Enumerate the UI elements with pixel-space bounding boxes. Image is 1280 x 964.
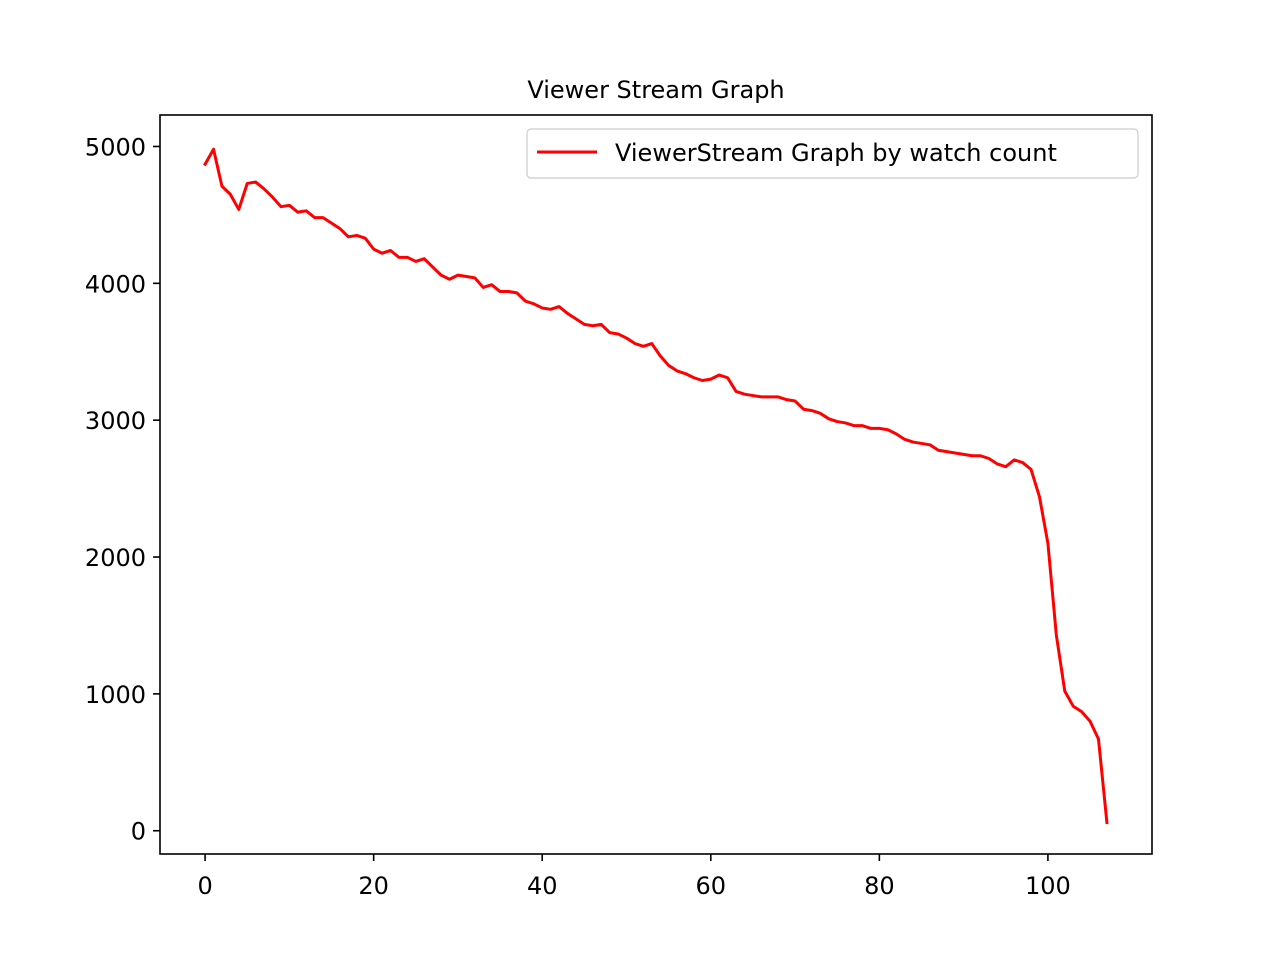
y-tick-label: 5000 xyxy=(85,133,146,161)
x-tick-label: 0 xyxy=(197,872,212,900)
y-tick-label: 0 xyxy=(131,818,146,846)
legend-label: ViewerStream Graph by watch count xyxy=(615,139,1057,167)
x-tick-label: 60 xyxy=(696,872,727,900)
legend-box xyxy=(526,128,1139,179)
y-tick-label: 1000 xyxy=(85,681,146,709)
y-tick-label: 2000 xyxy=(85,544,146,572)
x-tick-label: 20 xyxy=(358,872,389,900)
legend: ViewerStream Graph by watch count xyxy=(526,128,1139,179)
chart-title: Viewer Stream Graph xyxy=(527,76,784,104)
series-group xyxy=(203,147,1109,825)
series-line xyxy=(203,147,1109,825)
y-axis: 0 1000 2000 3000 4000 5000 xyxy=(85,133,160,846)
x-tick-label: 100 xyxy=(1025,872,1071,900)
x-axis: 0 20 40 60 80 100 xyxy=(197,854,1071,900)
y-tick-label: 3000 xyxy=(85,407,146,435)
x-tick-label: 40 xyxy=(527,872,558,900)
y-tick-label: 4000 xyxy=(85,270,146,298)
plot-area xyxy=(159,114,1153,855)
x-tick-label: 80 xyxy=(864,872,895,900)
